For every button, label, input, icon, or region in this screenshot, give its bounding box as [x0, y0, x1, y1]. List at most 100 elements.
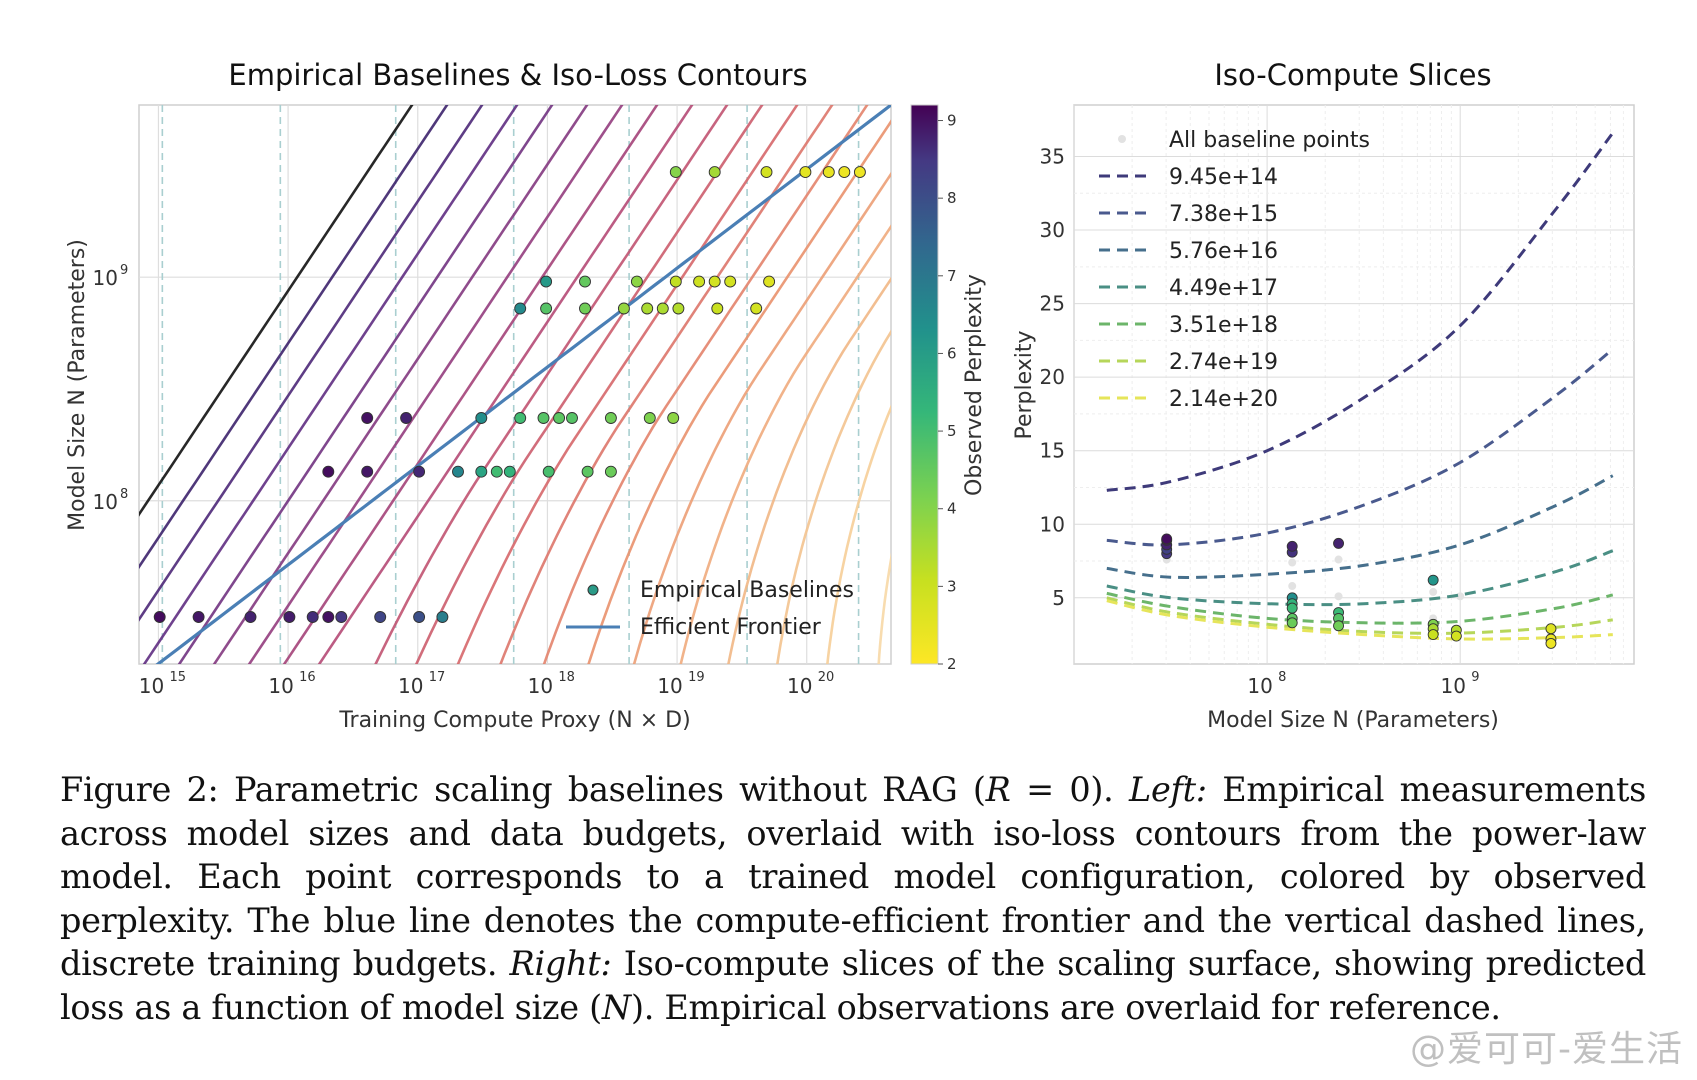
empirical-point	[669, 275, 682, 288]
legend-label-empirical: Empirical Baselines	[640, 578, 854, 603]
empirical-point	[708, 166, 721, 179]
empirical-point	[1333, 537, 1345, 549]
empirical-point	[643, 412, 656, 424]
left-x-tick-exp: 18	[558, 670, 575, 685]
right-chart: Iso-Compute Slices 10 8 10 9 5101520253035 …	[1012, 58, 1635, 733]
baseline-point	[1288, 582, 1297, 591]
empirical-point	[604, 465, 617, 478]
left-x-tick-exp: 19	[688, 670, 705, 685]
iso-loss-contour	[374, 105, 729, 664]
empirical-point	[1333, 620, 1345, 632]
left-x-tick-base: 10	[139, 674, 164, 698]
empirical-point	[452, 465, 464, 478]
empirical-point	[475, 465, 488, 478]
colorbar-gradient	[910, 104, 939, 665]
right-x-axis-label: Model Size N (Parameters)	[1207, 708, 1499, 733]
empirical-point	[514, 302, 527, 315]
caption-text-4: Iso-compute slices of the scaling surfac…	[60, 944, 1646, 1027]
caption-text-1: Parametric scaling baselines without RAG…	[234, 770, 986, 809]
iso-loss-contour	[632, 171, 891, 664]
colorbar-tick-label: 2	[947, 655, 957, 673]
right-y-tick-label: 20	[1040, 365, 1065, 389]
empirical-point	[335, 611, 348, 623]
iso-loss-contour	[414, 105, 764, 664]
right-y-ticks: 5 10 15 20 25 30 35	[1040, 144, 1065, 609]
caption-left-label: Left:	[1129, 770, 1207, 809]
empirical-point	[283, 611, 296, 623]
empirical-point	[604, 412, 617, 424]
colorbar-tick-label: 4	[947, 500, 957, 518]
iso-compute-series	[1106, 132, 1615, 641]
empirical-point	[1450, 630, 1462, 642]
iso-loss-contours	[139, 105, 891, 664]
empirical-point	[579, 302, 591, 315]
iso-compute-line	[1106, 599, 1613, 641]
empirical-point	[579, 275, 591, 288]
empirical-point	[667, 412, 680, 424]
iso-loss-contour	[776, 329, 891, 664]
empirical-point	[540, 302, 553, 315]
baseline-point	[1334, 592, 1343, 601]
empirical-point	[724, 275, 737, 288]
empirical-point	[413, 611, 426, 623]
empirical-point	[1427, 574, 1439, 586]
left-chart-title: Empirical Baselines & Iso-Loss Contours	[228, 58, 807, 92]
iso-loss-contour	[139, 105, 484, 622]
iso-loss-contour	[142, 105, 519, 664]
frontier-line	[155, 105, 891, 664]
right-plot-area	[1073, 104, 1635, 665]
left-x-tick-base: 10	[657, 674, 682, 698]
left-grid	[139, 105, 891, 664]
left-x-ticks: 10 15 10 16 10 17 10 18 10 19 10 20	[139, 670, 835, 698]
empirical-point	[361, 465, 374, 478]
right-y-tick-label: 35	[1040, 144, 1065, 168]
iso-loss-contour	[139, 105, 414, 517]
empirical-point	[630, 275, 643, 288]
empirical-point	[413, 465, 426, 478]
iso-compute-line	[1106, 348, 1614, 547]
right-x-tick-exp: 8	[1278, 670, 1286, 685]
right-grid	[1073, 105, 1634, 664]
right-y-tick-label: 25	[1040, 292, 1065, 316]
iso-loss-contour	[247, 105, 624, 664]
left-x-tick-exp: 16	[299, 670, 316, 685]
colorbar-label: Observed Perplexity	[962, 274, 987, 496]
caption-math-n: N	[601, 987, 631, 1027]
left-chart: Empirical Baselines & Iso-Loss Contours …	[65, 58, 987, 733]
caption-text-5: ). Empirical observations are overlaid f…	[630, 987, 1501, 1027]
colorbar-tick-label: 9	[947, 112, 957, 130]
baseline-point	[1429, 587, 1438, 596]
empirical-point	[693, 275, 706, 288]
empirical-point	[436, 611, 449, 623]
watermark: @爱可可-爱生活	[1410, 1029, 1683, 1070]
caption-text-2: = 0).	[1010, 770, 1130, 809]
iso-loss-contour	[877, 552, 891, 664]
empirical-point	[708, 275, 721, 288]
empirical-point	[475, 412, 488, 424]
empirical-point	[322, 611, 335, 623]
left-y-axis-label: Model Size N (Parameters)	[65, 239, 90, 531]
caption-math-r: R	[985, 770, 1011, 809]
left-x-tick-base: 10	[528, 674, 553, 698]
iso-loss-contour	[456, 105, 799, 664]
iso-loss-contour	[212, 105, 589, 664]
empirical-point	[553, 412, 566, 424]
legend-label-series: 3.51e+18	[1169, 313, 1278, 338]
baseline-point	[1456, 592, 1465, 601]
iso-loss-contour	[727, 276, 891, 664]
legend-label-series: 2.14e+20	[1169, 387, 1278, 412]
colorbar-tick-label: 7	[947, 267, 957, 285]
right-y-tick-label: 10	[1040, 512, 1065, 536]
empirical-point	[656, 302, 669, 315]
legend-label-series: 5.76e+16	[1169, 239, 1278, 264]
empirical-point	[490, 465, 503, 478]
empirical-point	[192, 611, 205, 623]
empirical-point	[503, 465, 516, 478]
left-x-tick-base: 10	[398, 674, 423, 698]
right-x-tick-base: 10	[1440, 674, 1465, 698]
empirical-point	[617, 302, 630, 315]
empirical-point	[361, 412, 374, 424]
baseline-point	[1334, 555, 1343, 564]
empirical-point	[1286, 602, 1298, 614]
